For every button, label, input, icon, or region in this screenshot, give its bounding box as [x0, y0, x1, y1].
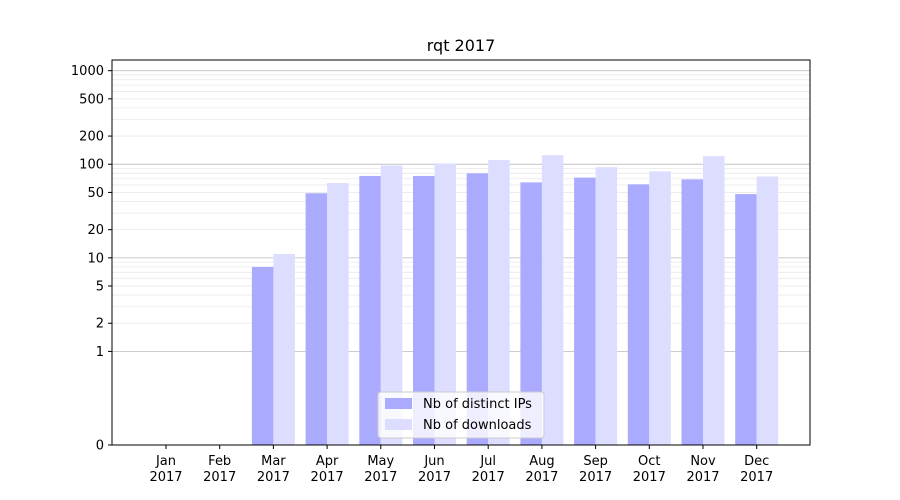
x-tick-label: May 2017 — [364, 454, 397, 485]
bar-distinct-ips-4 — [305, 193, 328, 445]
y-tick-label: 500 — [79, 92, 104, 107]
legend-label-downloads: Nb of downloads — [423, 418, 532, 433]
legend: Nb of distinct IPs Nb of downloads — [377, 391, 545, 439]
x-axis: Jan 2017 Feb 2017 Mar 2017 Apr 2017 May 2017 Jun 20… — [149, 445, 773, 485]
bar-downloads-12 — [756, 176, 779, 446]
legend-box — [377, 391, 545, 439]
y-tick-label: 0 — [96, 439, 104, 454]
bar-downloads-7 — [488, 160, 510, 445]
bar-distinct-ips-6 — [413, 175, 435, 445]
plot-frame — [111, 59, 811, 446]
x-tick-label: Jun 2017 — [418, 454, 451, 485]
bar-distinct-ips-12 — [735, 194, 757, 445]
bar-distinct-ips-3 — [251, 266, 274, 445]
y-tick-label: 2 — [96, 317, 104, 332]
grid-lines — [112, 70, 810, 352]
legend-swatch-downloads — [385, 419, 412, 430]
bar-downloads-3 — [273, 253, 295, 445]
x-tick-label: Jan 2017 — [149, 454, 182, 485]
y-tick-label: 1 — [96, 345, 104, 360]
bar-distinct-ips-10 — [627, 184, 650, 445]
bar-downloads-10 — [649, 171, 671, 445]
y-tick-label: 20 — [87, 223, 104, 238]
bar-downloads-4 — [327, 183, 349, 446]
x-tick-label: Nov 2017 — [686, 454, 719, 485]
x-tick-label: Aug 2017 — [525, 454, 558, 485]
bar-distinct-ips-5 — [359, 175, 381, 445]
bar-distinct-ips-9 — [574, 177, 596, 446]
bar-downloads-5 — [380, 165, 403, 446]
bar-distinct-ips-8 — [520, 182, 542, 445]
bar-downloads-6 — [434, 163, 456, 445]
y-axis: 0 1 2 5 10 20 50 100 200 500 1000 — [71, 64, 112, 454]
y-tick-label: 200 — [79, 130, 104, 145]
legend-label-distinct-ips: Nb of distinct IPs — [423, 397, 532, 412]
y-tick-label: 100 — [79, 158, 104, 173]
bar-distinct-ips-11 — [681, 179, 703, 445]
x-tick-label: Sep 2017 — [579, 454, 612, 485]
legend-swatch-distinct-ips — [385, 398, 412, 409]
y-tick-label: 5 — [96, 280, 104, 295]
x-tick-label: Dec 2017 — [740, 454, 773, 485]
x-tick-label: Jul 2017 — [472, 454, 505, 485]
y-tick-label: 10 — [87, 251, 104, 266]
x-tick-label: Oct 2017 — [633, 454, 666, 485]
bar-downloads-9 — [595, 167, 618, 446]
chart-title: rqt 2017 — [427, 36, 496, 55]
bar-downloads-8 — [541, 155, 564, 445]
y-tick-label: 50 — [87, 186, 104, 201]
y-tick-label: 1000 — [71, 64, 104, 79]
x-tick-label: Mar 2017 — [257, 454, 290, 485]
bars — [251, 155, 779, 446]
bar-downloads-11 — [703, 156, 725, 445]
x-tick-label: Apr 2017 — [311, 454, 344, 485]
x-tick-label: Feb 2017 — [203, 454, 236, 485]
bar-distinct-ips-7 — [466, 173, 489, 445]
